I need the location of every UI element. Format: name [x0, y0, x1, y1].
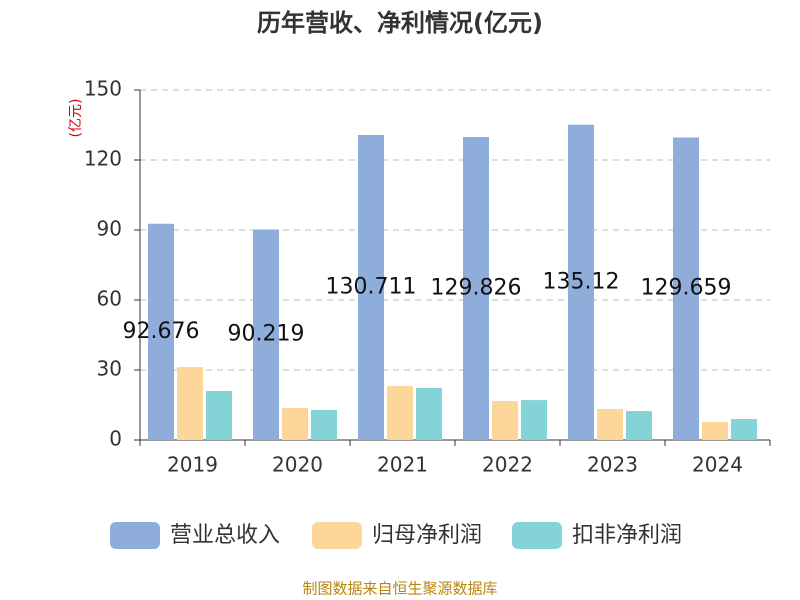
data-label: 129.826	[431, 276, 522, 301]
legend-label: 归母净利润	[372, 523, 482, 548]
legend-swatch	[110, 522, 160, 549]
bar	[673, 137, 699, 440]
bar	[148, 223, 174, 440]
x-tick-label: 2024	[692, 453, 743, 477]
bar	[463, 137, 489, 440]
bar	[597, 408, 623, 440]
y-tick-label: 30	[97, 357, 122, 381]
bar	[206, 391, 232, 440]
bar	[492, 401, 518, 440]
data-label: 90.219	[228, 322, 305, 347]
bar	[731, 419, 757, 440]
x-tick-label: 2021	[377, 453, 428, 477]
bar	[358, 135, 384, 440]
bar	[568, 124, 594, 440]
bar	[253, 229, 279, 440]
data-label: 129.659	[641, 276, 732, 301]
bar	[177, 366, 203, 440]
bar	[626, 411, 652, 440]
y-tick-label: 90	[97, 217, 122, 241]
legend-label: 扣非净利润	[572, 523, 682, 548]
bar	[416, 387, 442, 440]
data-label: 92.676	[123, 319, 200, 344]
legend-swatch	[312, 522, 362, 549]
bar	[282, 408, 308, 440]
legend-swatch	[512, 522, 562, 549]
chart-title: 历年营收、净利情况(亿元)	[257, 9, 543, 37]
x-tick-label: 2023	[587, 453, 638, 477]
data-label: 130.711	[326, 275, 417, 300]
y-tick-label: 0	[109, 427, 122, 451]
legend-label: 营业总收入	[170, 523, 280, 548]
y-tick-label: 60	[97, 287, 122, 311]
bar	[702, 422, 728, 440]
y-axis-label: (亿元)	[68, 99, 84, 138]
bar	[521, 400, 547, 440]
bar	[311, 409, 337, 440]
data-label: 135.12	[543, 269, 620, 294]
x-tick-label: 2022	[482, 453, 533, 477]
y-tick-label: 150	[84, 77, 122, 101]
x-tick-label: 2020	[272, 453, 323, 477]
bar	[387, 386, 413, 440]
source-note: 制图数据来自恒生聚源数据库	[302, 580, 497, 598]
y-tick-label: 120	[84, 147, 122, 171]
x-tick-label: 2019	[167, 453, 218, 477]
